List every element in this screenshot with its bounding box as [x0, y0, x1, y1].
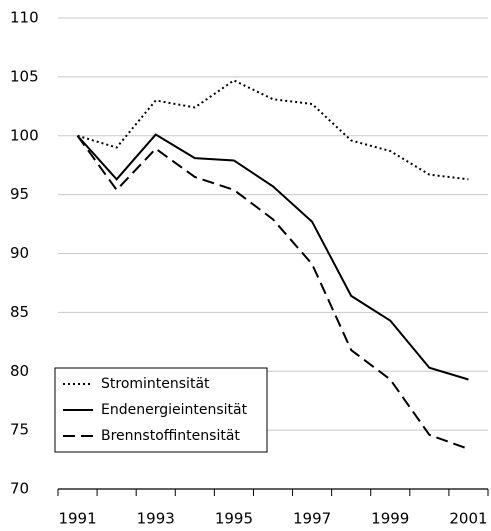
y-tick-label: 75 — [10, 421, 29, 439]
x-tick-label: 2001 — [449, 510, 487, 528]
y-tick-label: 95 — [10, 185, 29, 203]
legend-label: Stromintensität — [101, 376, 210, 392]
y-tick-label: 85 — [10, 303, 29, 321]
y-tick-label: 105 — [10, 67, 39, 85]
line — [76, 135, 469, 450]
y-tick-label: 70 — [10, 480, 29, 498]
x-tick-label: 1993 — [137, 510, 175, 528]
legend-label: Brennstoffintensität — [101, 428, 240, 444]
y-tick-label: 80 — [10, 362, 29, 380]
line — [76, 133, 469, 381]
y-tick-label: 110 — [10, 9, 39, 27]
legend-label: Endenergieintensität — [101, 402, 248, 418]
x-tick-label: 1991 — [58, 510, 96, 528]
x-tick-label: 1995 — [215, 510, 253, 528]
x-tick-label: 1999 — [371, 510, 409, 528]
y-tick-label: 100 — [10, 126, 39, 144]
line — [77, 79, 469, 181]
y-tick-label: 90 — [10, 244, 29, 262]
x-tick-label: 1997 — [293, 510, 331, 528]
